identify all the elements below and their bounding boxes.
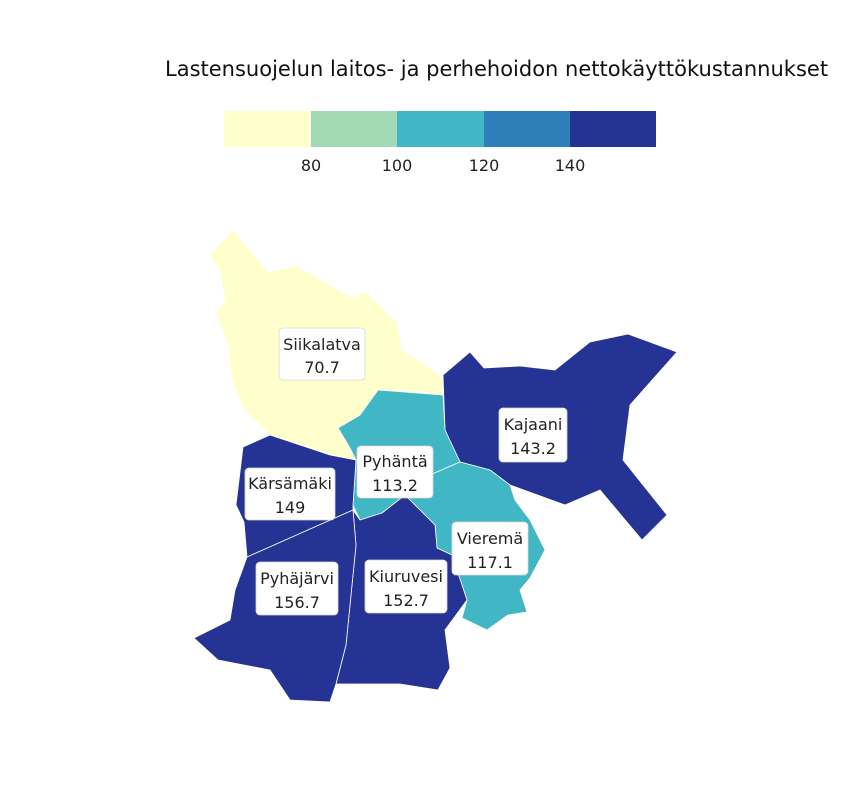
label-siikalatva: Siikalatva 70.7 — [278, 327, 366, 381]
label-karsamaki-value: 149 — [275, 498, 306, 517]
map-title: Lastensuojelun laitos- ja perhehoidon ne… — [165, 57, 829, 81]
label-pyhanta: Pyhäntä 113.2 — [356, 445, 434, 499]
label-vierema: Vieremä 117.1 — [451, 521, 529, 576]
label-kiuruvesi-name: Kiuruvesi — [369, 567, 443, 586]
label-pyhanta-value: 113.2 — [372, 476, 418, 495]
label-kiuruvesi-value: 152.7 — [383, 591, 429, 610]
label-kajaani: Kajaani 143.2 — [498, 407, 568, 463]
label-vierema-value: 117.1 — [467, 553, 513, 572]
label-pyhanta-name: Pyhäntä — [362, 452, 427, 471]
label-vierema-name: Vieremä — [457, 529, 523, 548]
label-pyhajarvi-value: 156.7 — [274, 593, 320, 612]
label-siikalatva-name: Siikalatva — [283, 335, 361, 354]
label-karsamaki: Kärsämäki 149 — [244, 467, 336, 521]
label-kajaani-value: 143.2 — [510, 439, 556, 458]
label-siikalatva-value: 70.7 — [304, 358, 340, 377]
label-pyhajarvi: Pyhäjärvi 156.7 — [255, 561, 339, 616]
label-kajaani-name: Kajaani — [504, 415, 563, 434]
label-karsamaki-name: Kärsämäki — [248, 474, 332, 493]
label-kiuruvesi: Kiuruvesi 152.7 — [364, 559, 448, 614]
label-pyhajarvi-name: Pyhäjärvi — [260, 569, 334, 588]
